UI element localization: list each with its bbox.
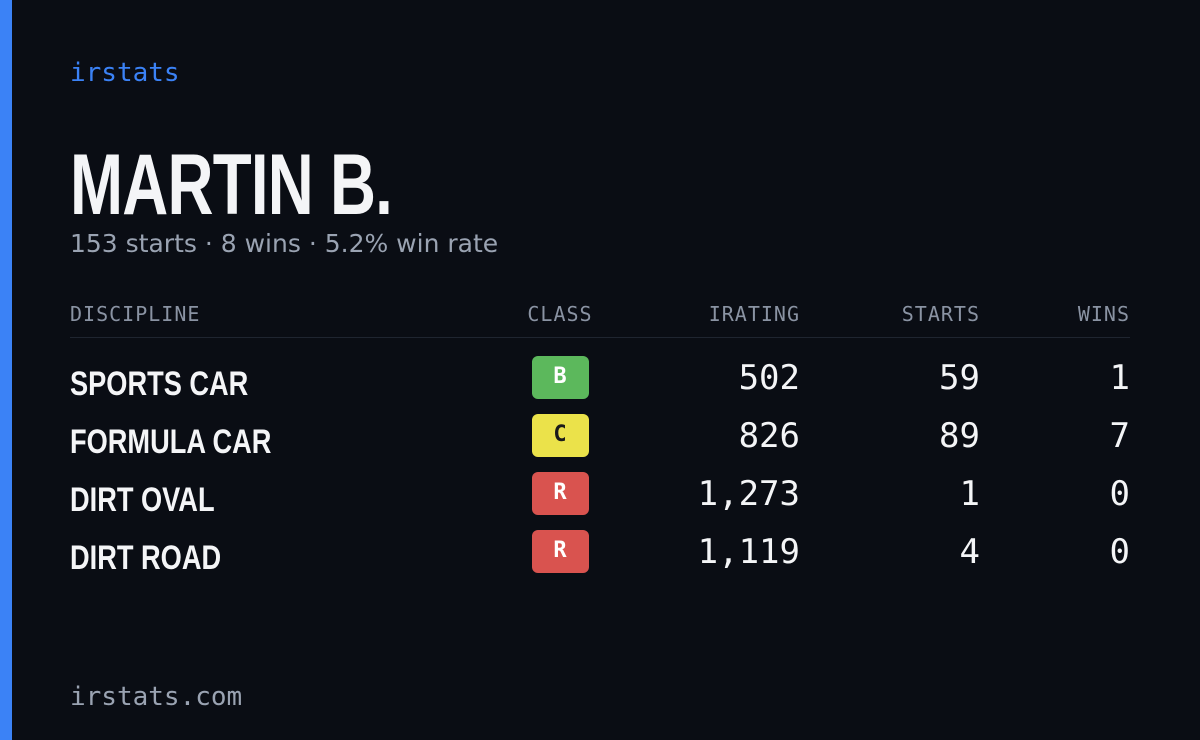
irating: 502 (738, 358, 800, 398)
irating: 826 (738, 416, 800, 456)
starts: 59 (939, 358, 980, 398)
class-badge: R (531, 530, 589, 573)
discipline: DIRT ROAD (70, 539, 222, 577)
column-header: STARTS (901, 302, 980, 326)
starts: 4 (959, 532, 980, 572)
footer: irstats.com (70, 682, 243, 712)
column-header: DISCIPLINE (70, 302, 201, 326)
discipline: DIRT OVAL (70, 481, 215, 519)
starts: 89 (939, 416, 980, 456)
column-header: CLASS (527, 302, 593, 326)
wins: 0 (1109, 474, 1130, 514)
wins: 0 (1109, 532, 1130, 572)
discipline: SPORTS CAR (70, 365, 249, 403)
irating: 1,119 (697, 532, 800, 572)
discipline: FORMULA CAR (70, 423, 272, 461)
class-badge: R (531, 472, 589, 515)
column-header: IRATING (708, 302, 800, 326)
driver-summary: 153 starts · 8 wins · 5.2% win rate (70, 229, 499, 258)
wins: 7 (1109, 416, 1130, 456)
class-badge: C (531, 414, 589, 457)
column-header: WINS (1077, 302, 1130, 326)
starts: 1 (959, 474, 980, 514)
class-badge: B (531, 356, 589, 399)
wins: 1 (1109, 358, 1130, 398)
divider (70, 337, 1130, 338)
irating: 1,273 (697, 474, 800, 514)
accent-bar (0, 0, 12, 740)
driver-name: MARTIN B. (70, 137, 393, 233)
brand: irstats (70, 58, 180, 88)
